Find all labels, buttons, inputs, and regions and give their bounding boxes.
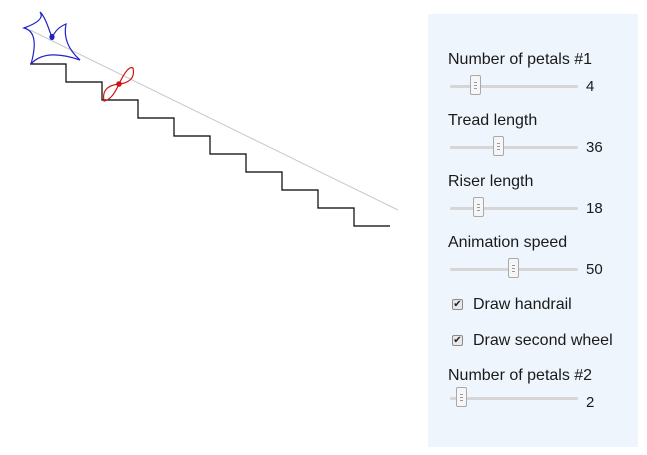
animation-canvas [21, 11, 399, 227]
petals-2-slider-thumb[interactable] [455, 387, 467, 407]
petals-2-slider-track [450, 397, 578, 400]
tread-length-value: 36 [586, 139, 603, 156]
draw-second-wheel-label: Draw second wheel [473, 332, 613, 349]
animation-speed-value: 50 [586, 261, 603, 278]
staircase [30, 63, 390, 227]
tread-length-slider[interactable] [450, 136, 578, 158]
riser-length-slider-track [450, 207, 578, 210]
wheel-2 [102, 67, 135, 102]
riser-length-slider[interactable] [450, 197, 578, 219]
petals-1-slider-track [450, 85, 578, 88]
riser-length-slider-thumb[interactable] [473, 197, 485, 217]
wheel-1 [21, 11, 81, 65]
wheel-1-hub [49, 33, 55, 41]
animation-speed-slider-thumb[interactable] [508, 258, 519, 278]
petals-1-slider-thumb[interactable] [469, 75, 481, 95]
draw-second-wheel-checkbox[interactable]: ✔ [452, 335, 463, 346]
petals-2-value: 2 [586, 394, 595, 411]
tread-length-slider-thumb[interactable] [492, 136, 504, 156]
draw-handrail-label: Draw handrail [473, 296, 572, 313]
petals-2-label: Number of petals #2 [448, 367, 593, 384]
tread-length-slider-track [450, 146, 578, 149]
handrail [29, 29, 399, 211]
animation-speed-slider[interactable] [450, 258, 578, 280]
riser-length-value: 18 [586, 200, 603, 217]
controls-panel: Number of petals #1 4 Tread length 36 Ri… [428, 14, 638, 447]
wheel-2-hub [116, 81, 122, 87]
animation-speed-label: Animation speed [448, 234, 568, 251]
petals-1-label: Number of petals #1 [448, 51, 593, 68]
draw-handrail-checkbox[interactable]: ✔ [452, 299, 463, 310]
petals-1-slider[interactable] [450, 75, 578, 97]
riser-length-label: Riser length [448, 173, 534, 190]
petals-2-slider[interactable] [450, 387, 578, 409]
tread-length-label: Tread length [448, 112, 538, 129]
petals-1-value: 4 [586, 78, 595, 95]
wheel-1-outline [21, 11, 81, 65]
